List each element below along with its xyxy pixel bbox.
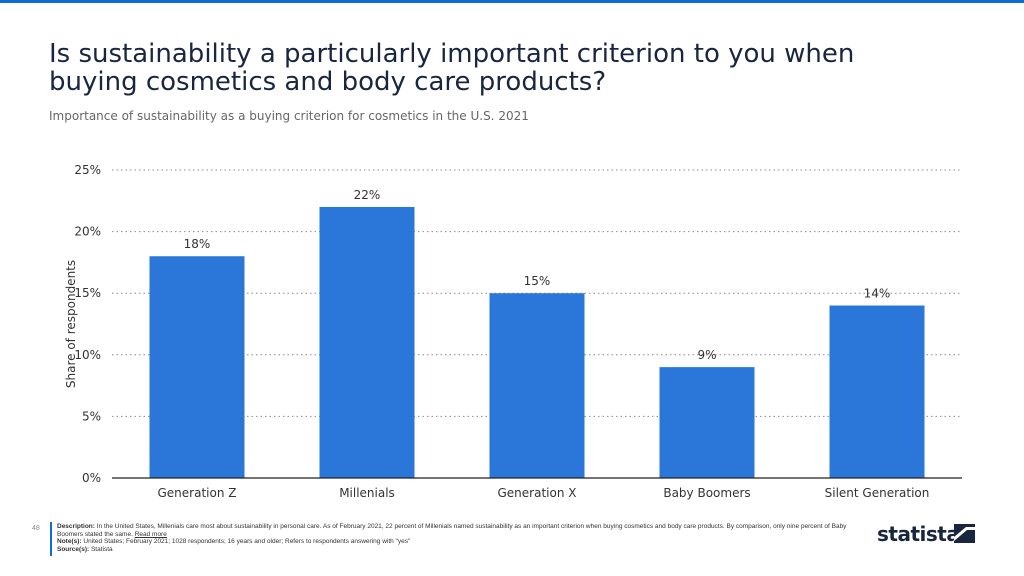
y-tick-label: 15% [74, 286, 101, 300]
data-label: 22% [354, 188, 381, 202]
x-tick-label: Baby Boomers [663, 486, 750, 500]
bar-chart: 0% 5% 10% 15% 20% 25% Share of respondents 18% G… [64, 163, 962, 500]
logo-text: statista [877, 522, 960, 546]
data-label: 14% [864, 287, 891, 301]
bar [659, 367, 755, 478]
source-text: Statista [90, 545, 113, 553]
bar [829, 305, 925, 478]
description-line: Description: In the United States, Mille… [57, 523, 857, 538]
top-accent-bar [0, 0, 1024, 3]
y-tick-label: 20% [74, 225, 101, 239]
footer: 48 Description: In the United States, Mi… [0, 522, 1024, 562]
page-number: 48 [32, 525, 40, 532]
read-more-link[interactable]: Read more [134, 530, 167, 538]
source-line: Source(s): Statista [57, 546, 857, 554]
bar [319, 206, 415, 478]
y-tick-label: 0% [82, 471, 101, 485]
data-label: 18% [184, 237, 211, 251]
notes-line: Note(s): United States; February 2021; 1… [57, 538, 857, 546]
data-label: 15% [524, 274, 551, 288]
x-tick-label: Millenials [339, 486, 395, 500]
bar [489, 293, 585, 478]
description-label: Description: [57, 523, 95, 530]
description-text: In the United States, Millenials care mo… [57, 523, 847, 538]
chart-title: Is sustainability a particularly importa… [49, 39, 855, 97]
x-tick-label: Generation X [498, 486, 577, 500]
y-tick-label: 10% [74, 348, 101, 362]
y-tick-label: 5% [82, 409, 101, 423]
notes-label: Note(s): [57, 538, 82, 546]
y-axis-label: Share of respondents [64, 260, 78, 388]
x-tick-label: Silent Generation [825, 486, 930, 500]
data-label: 9% [697, 348, 716, 362]
notes-text: United States; February 2021; 1028 respo… [83, 538, 411, 546]
chart-subtitle: Importance of sustainability as a buying… [49, 109, 529, 123]
statista-logo-icon [954, 524, 975, 543]
x-tick-label: Generation Z [158, 486, 237, 500]
y-tick-label: 25% [74, 163, 101, 177]
bar [149, 256, 245, 478]
statista-logo[interactable]: statista [877, 522, 977, 546]
footer-notes: Description: In the United States, Mille… [57, 523, 857, 553]
footer-divider [50, 522, 52, 556]
source-label: Source(s): [57, 545, 90, 553]
